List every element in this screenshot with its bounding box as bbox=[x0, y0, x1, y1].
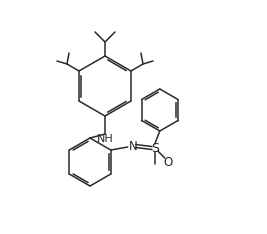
Text: NH: NH bbox=[97, 134, 113, 144]
Text: N: N bbox=[128, 139, 137, 153]
Text: O: O bbox=[163, 156, 172, 168]
Text: S: S bbox=[151, 142, 159, 154]
